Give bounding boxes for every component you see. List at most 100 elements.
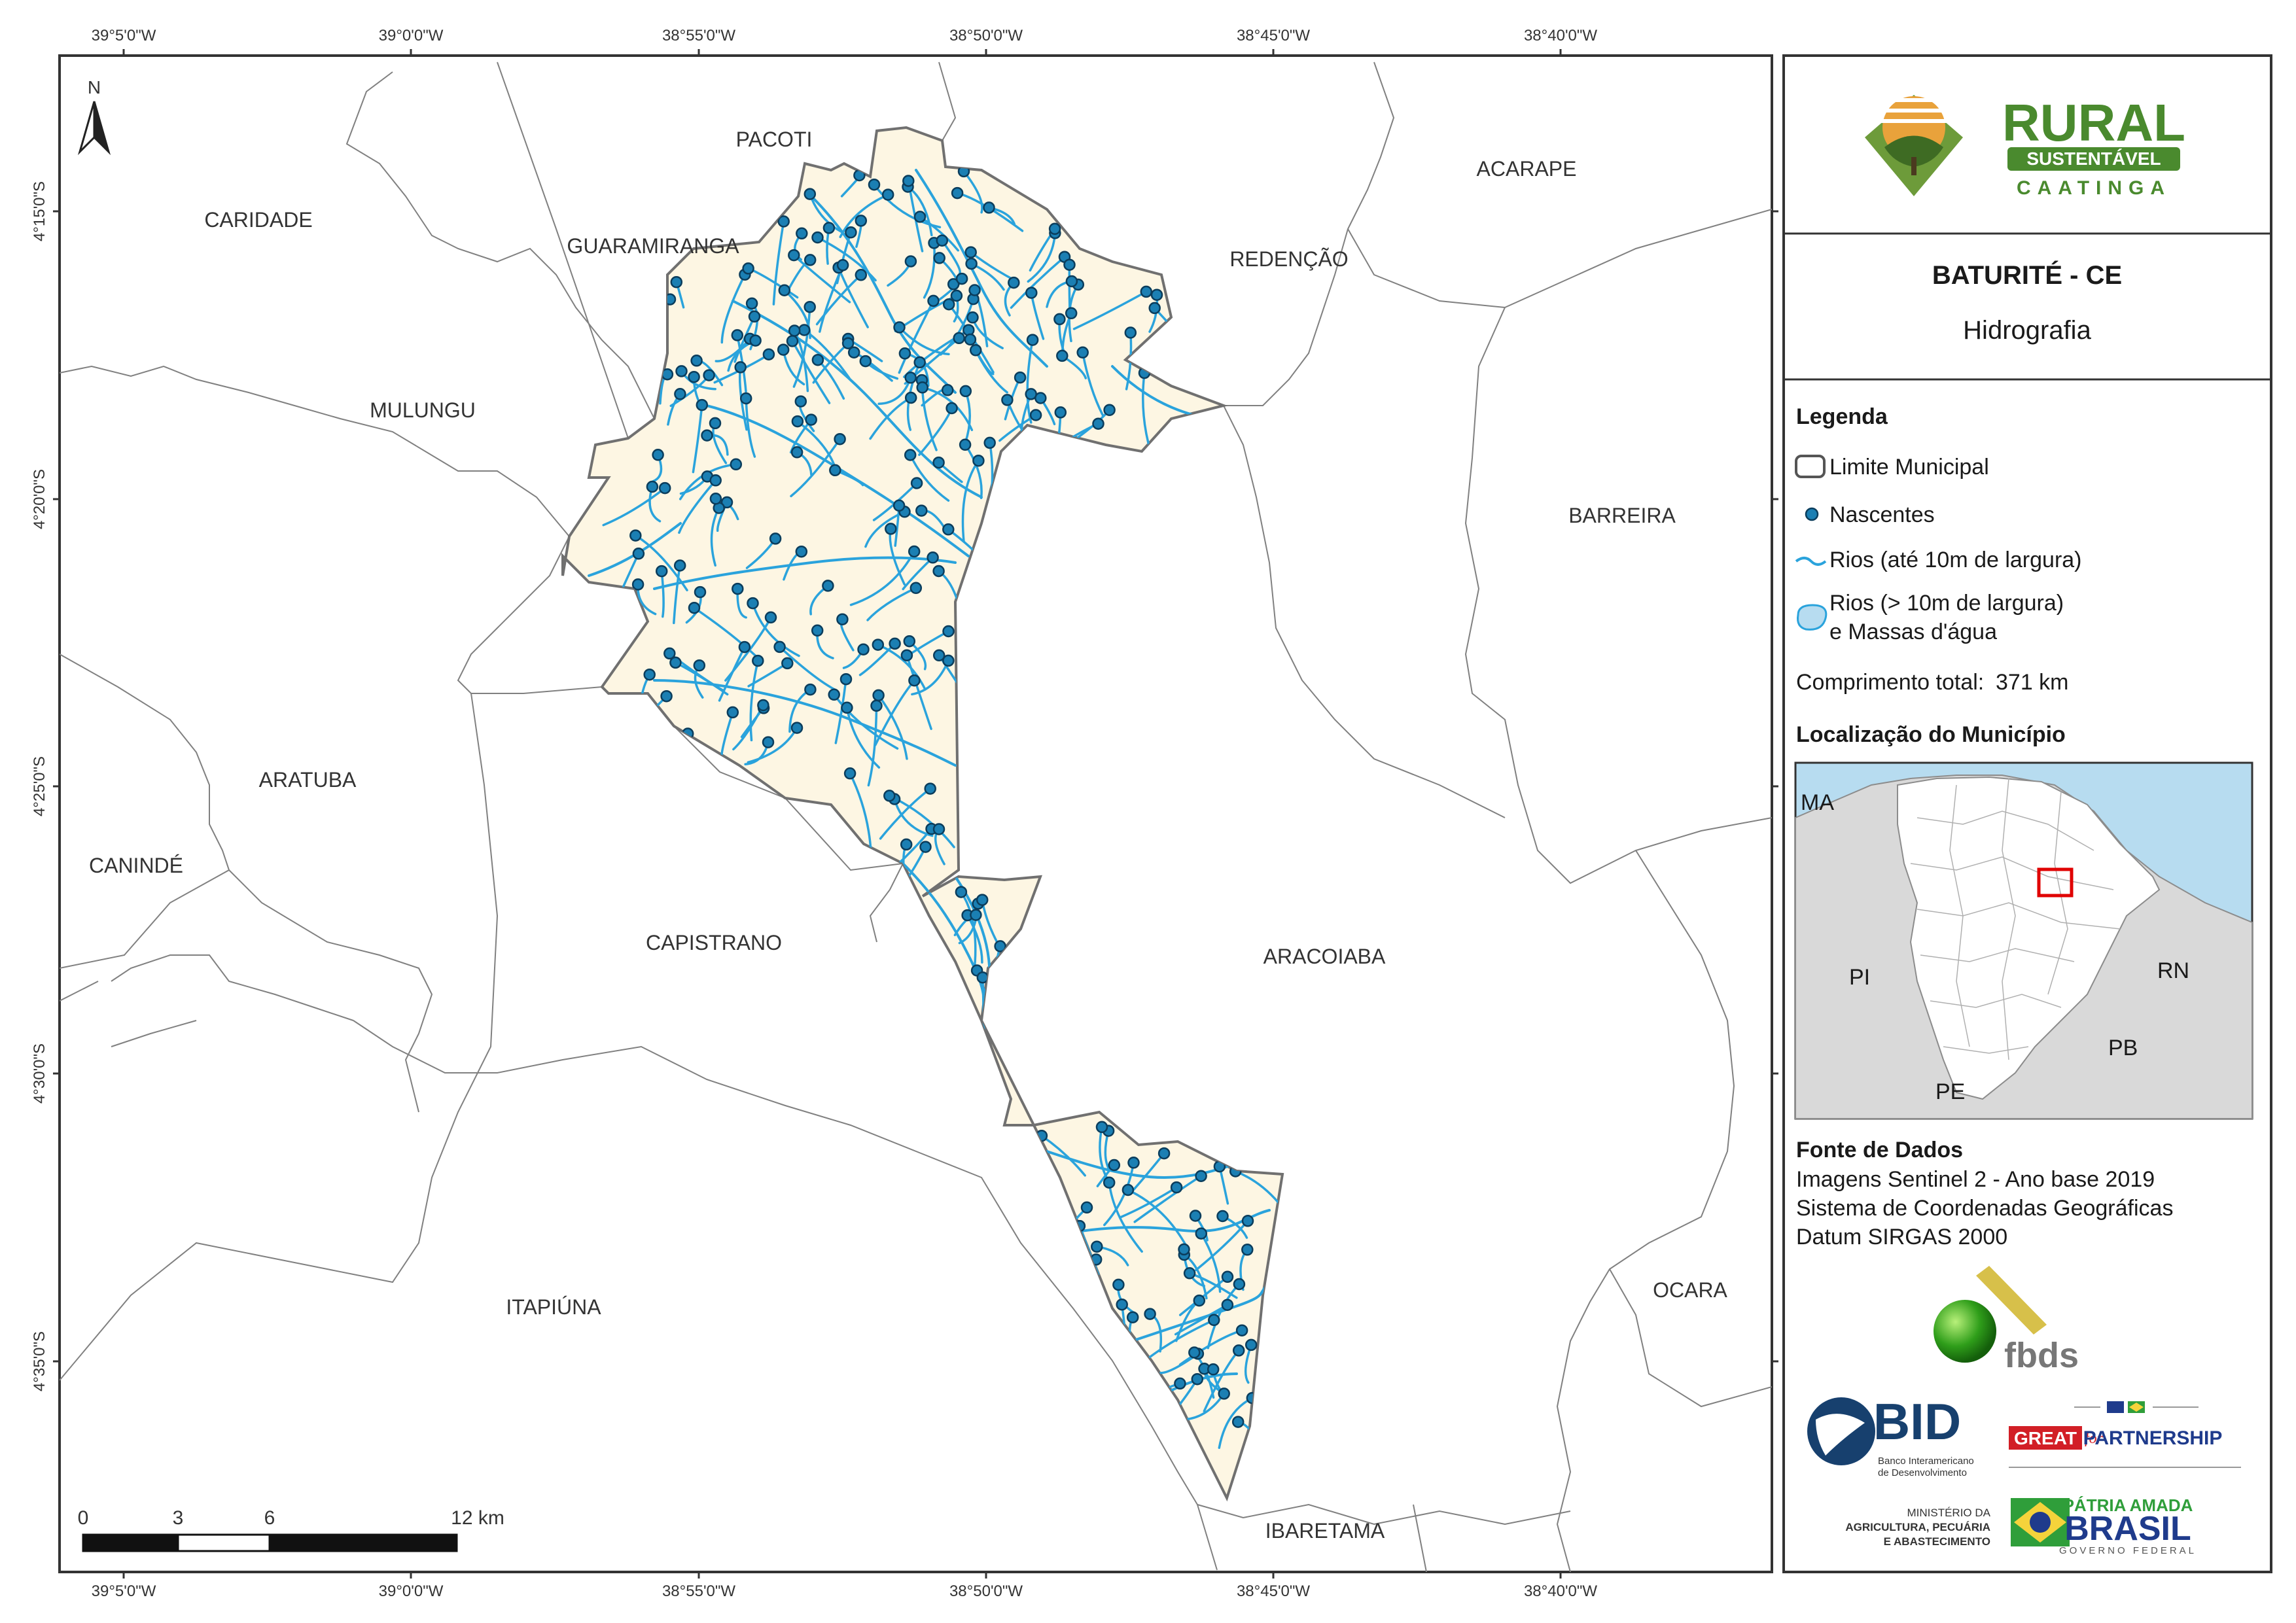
great-partnership: PARTNERSHIP <box>2083 1427 2223 1449</box>
spring-point <box>752 654 764 667</box>
patria-amada: PÁTRIA AMADA <box>2063 1495 2193 1515</box>
latitude-labels: 4°15'0"S 4°20'0"S 4°25'0"S 4°30'0"S 4°35… <box>31 181 48 1391</box>
spring-point <box>829 464 841 477</box>
spring-point <box>892 499 906 512</box>
spring-point <box>762 348 775 360</box>
spring-point <box>804 683 817 696</box>
source-line-2: Sistema de Coordenadas Geográficas <box>1796 1196 2173 1221</box>
brasil-governo-logo: PÁTRIA AMADA BRASIL GOVERNO FEDERAL <box>2011 1495 2197 1556</box>
locator-pi: PI <box>1849 965 1870 990</box>
spring-point <box>1195 1170 1207 1182</box>
label-redencao: REDENÇÃO <box>1229 247 1348 271</box>
spring-point <box>1112 1278 1125 1291</box>
spring-point <box>970 909 982 921</box>
spring-point <box>658 481 671 495</box>
spring-point <box>694 585 707 599</box>
spring-point <box>1221 1299 1234 1311</box>
spring-point <box>660 689 673 703</box>
spring-point <box>1189 1210 1202 1222</box>
label-ibaretama: IBARETAMA <box>1265 1519 1385 1543</box>
spring-point <box>889 637 901 650</box>
spring-point <box>731 329 744 341</box>
locator-ma: MA <box>1801 790 1834 815</box>
spring-point <box>964 333 977 346</box>
locator-heading: Localização do Município <box>1796 722 2066 747</box>
spring-point <box>857 643 870 655</box>
spring-point <box>1191 1372 1204 1386</box>
spring-point <box>994 940 1006 952</box>
lon-top-4: 38°45'0"W <box>1237 27 1310 44</box>
spring-point <box>951 186 964 200</box>
spring-point <box>1126 1311 1139 1323</box>
spring-point <box>908 545 921 558</box>
ceara-state <box>1897 776 2161 1100</box>
spring-point <box>777 215 790 228</box>
governo-federal: GOVERNO FEDERAL <box>2059 1545 2197 1556</box>
spring-point <box>953 332 965 345</box>
spring-point <box>739 392 752 405</box>
spring-point <box>932 565 945 578</box>
spring-point <box>1183 1267 1196 1280</box>
spring-point <box>632 548 645 560</box>
spring-point <box>968 284 981 296</box>
ministerio-line-2: AGRICULTURA, PECUÁRIA <box>1845 1521 1990 1533</box>
source-heading: Fonte de Dados <box>1796 1138 1963 1162</box>
legend-rios-label: Rios (até 10m de largura) <box>1829 548 2082 572</box>
spring-point <box>804 300 816 313</box>
label-caridade: CARIDADE <box>204 208 312 232</box>
spring-point <box>1232 1344 1245 1357</box>
spring-point <box>805 413 817 426</box>
lat-4: 4°35'0"S <box>31 1331 48 1391</box>
bid-logo: BID Banco Interamericano de Desenvolvime… <box>1807 1393 1974 1478</box>
spring-point <box>804 188 817 200</box>
spring-point <box>959 385 972 398</box>
baturite-locator-marker <box>2037 867 2074 898</box>
spring-point <box>1144 1308 1156 1320</box>
spring-point <box>942 654 955 667</box>
spring-point <box>947 278 960 290</box>
spring-point <box>1095 1121 1108 1134</box>
legend-massas-label-1: Rios (> 10m de largura) <box>1829 591 2064 616</box>
spring-point <box>730 458 743 471</box>
spring-point <box>796 227 808 240</box>
spring-point <box>749 334 762 347</box>
spring-point <box>843 767 857 780</box>
rural-sustentavel-logo: RURAL SUSTENTÁVEL CAATINGA <box>1865 94 2185 199</box>
spring-point <box>673 559 686 572</box>
spring-point <box>732 582 744 595</box>
spring-point <box>915 504 928 517</box>
label-caninde: CANINDÉ <box>89 854 183 877</box>
bid-text: BID <box>1873 1393 1961 1450</box>
spring-point <box>910 582 923 595</box>
spring-point <box>629 529 642 542</box>
lat-2: 4°25'0"S <box>31 756 48 816</box>
spring-point <box>742 262 754 275</box>
spring-point <box>1065 275 1078 288</box>
spring-point <box>945 402 958 415</box>
spring-point <box>1195 1227 1208 1240</box>
scale-label-3: 3 <box>173 1507 184 1529</box>
neighbor-boundaries <box>60 61 1772 1572</box>
source-line-1: Imagens Sentinel 2 - Ano base 2019 <box>1796 1167 2155 1192</box>
spring-point <box>794 395 807 408</box>
spring-point <box>927 294 940 307</box>
spring-point <box>701 429 713 442</box>
spring-point <box>841 337 855 349</box>
fbds-logo: fbds <box>1934 1266 2079 1375</box>
spring-point <box>942 298 955 311</box>
spring-point <box>726 706 739 719</box>
spring-point <box>1245 1338 1258 1352</box>
lat-3: 4°30'0"S <box>31 1043 48 1104</box>
spring-point <box>1241 1215 1254 1227</box>
spring-point <box>652 449 664 461</box>
spring-point <box>745 297 758 310</box>
main-map: CARIDADE PACOTI ACARAPE GUARAMIRANGA RED… <box>58 54 1773 1573</box>
spring-point <box>1063 258 1076 271</box>
spring-point <box>1241 1244 1254 1256</box>
spring-point <box>1148 302 1161 315</box>
lon-bottom-4: 38°45'0"W <box>1237 1582 1310 1600</box>
spring-point <box>972 454 985 467</box>
lon-top-3: 38°50'0"W <box>949 27 1023 44</box>
spring-point <box>734 361 747 374</box>
